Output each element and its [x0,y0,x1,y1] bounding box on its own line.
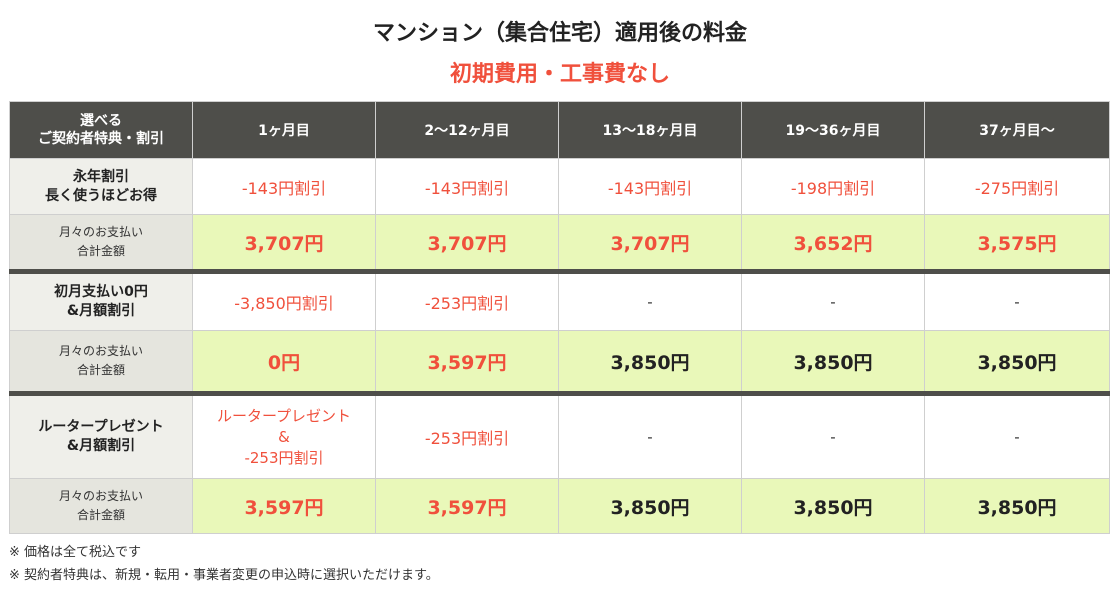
row-label-cell: ルータープレゼント &月額割引 [9,391,193,479]
note-item: ※ 契約者特典は、新規・転用・事業者変更の申込時に選択いただけます。 [9,568,439,583]
total-label-line1: 月々のお支払い [58,344,143,358]
total-label-line2: 合計金額 [76,508,125,522]
header-period: 2〜12ヶ月目 [375,101,559,159]
discount-cell: -275円割引 [924,158,1110,215]
total-cell: 3,597円 [375,330,559,394]
discount-cell: -3,850円割引 [192,269,376,331]
total-cell: 3,850円 [558,330,742,394]
row-label-line1: 初月支払い0円 [54,284,148,300]
discount-cell: -143円割引 [558,158,742,215]
row-label-line2: &月額割引 [66,438,136,454]
dash-cell: - [558,269,742,331]
total-cell: 3,707円 [375,214,559,272]
total-label-line1: 月々のお支払い [58,489,143,503]
header-period: 37ヶ月目〜 [924,101,1110,159]
total-row: 月々のお支払い 合計金額 0円 3,597円 3,850円 3,850円 3,8… [9,330,1110,394]
row-label-line1: 永年割引 [73,168,129,185]
row-label-line2: 長く使うほどお得 [45,187,157,204]
total-cell: 3,850円 [741,478,925,534]
discount-row: 永年割引 長く使うほどお得 -143円割引 -143円割引 -143円割引 -1… [9,158,1110,215]
discount-cell: ルータープレゼント & -253円割引 [192,391,376,479]
total-cell: 3,850円 [924,478,1110,534]
discount-cell: -253円割引 [375,391,559,479]
total-cell: 3,652円 [741,214,925,272]
total-label-line2: 合計金額 [76,363,125,377]
notes: ※ 価格は全て税込です ※ 契約者特典は、新規・転用・事業者変更の申込時に選択い… [9,541,439,587]
discount-cell: -143円割引 [375,158,559,215]
dash-cell: - [741,391,925,479]
total-cell: 3,850円 [558,478,742,534]
row-label-cell: 永年割引 長く使うほどお得 [9,158,193,215]
header-corner-cell: 選べる ご契約者特典・割引 [9,101,193,159]
total-cell: 3,597円 [192,478,376,534]
total-label-cell: 月々のお支払い 合計金額 [9,214,193,272]
discount-row: 初月支払い0円 &月額割引 -3,850円割引 -253円割引 - - - [9,269,1110,331]
dash-cell: - [924,269,1110,331]
total-row: 月々のお支払い 合計金額 3,597円 3,597円 3,850円 3,850円… [9,478,1110,534]
discount-row: ルータープレゼント &月額割引 ルータープレゼント & -253円割引 -253… [9,391,1110,479]
dash-cell: - [924,391,1110,479]
total-label-cell: 月々のお支払い 合計金額 [9,478,193,534]
row-label-cell: 初月支払い0円 &月額割引 [9,269,193,331]
header-period: 19〜36ヶ月目 [741,101,925,159]
header-period: 13〜18ヶ月目 [558,101,742,159]
discount-cell: -143円割引 [192,158,376,215]
discount-cell: -253円割引 [375,269,559,331]
total-cell: 0円 [192,330,376,394]
total-cell: 3,707円 [558,214,742,272]
discount-line: ルータープレゼント [216,406,352,425]
page-title: マンション（集合住宅）適用後の料金 [372,21,747,46]
total-cell: 3,575円 [924,214,1110,272]
total-cell: 3,707円 [192,214,376,272]
total-cell: 3,850円 [741,330,925,394]
discount-cell: -198円割引 [741,158,925,215]
total-label-cell: 月々のお支払い 合計金額 [9,330,193,394]
total-cell: 3,597円 [375,478,559,534]
header-period: 1ヶ月目 [192,101,376,159]
note-item: ※ 価格は全て税込です [9,545,142,560]
discount-line: -253円割引 [244,448,324,467]
total-label-line1: 月々のお支払い [58,225,143,239]
header-corner-line2: ご契約者特典・割引 [38,131,164,147]
price-table: 選べる ご契約者特典・割引 1ヶ月目 2〜12ヶ月目 13〜18ヶ月目 19〜3… [9,101,1110,534]
row-label-line2: &月額割引 [66,303,136,319]
row-label-line1: ルータープレゼント [38,419,164,435]
page-subtitle: 初期費用・工事費なし [449,62,670,87]
total-cell: 3,850円 [924,330,1110,394]
total-label-line2: 合計金額 [76,244,125,258]
header-corner-line1: 選べる [80,113,122,129]
discount-line: & [278,427,290,446]
dash-cell: - [741,269,925,331]
dash-cell: - [558,391,742,479]
total-row: 月々のお支払い 合計金額 3,707円 3,707円 3,707円 3,652円… [9,214,1110,272]
